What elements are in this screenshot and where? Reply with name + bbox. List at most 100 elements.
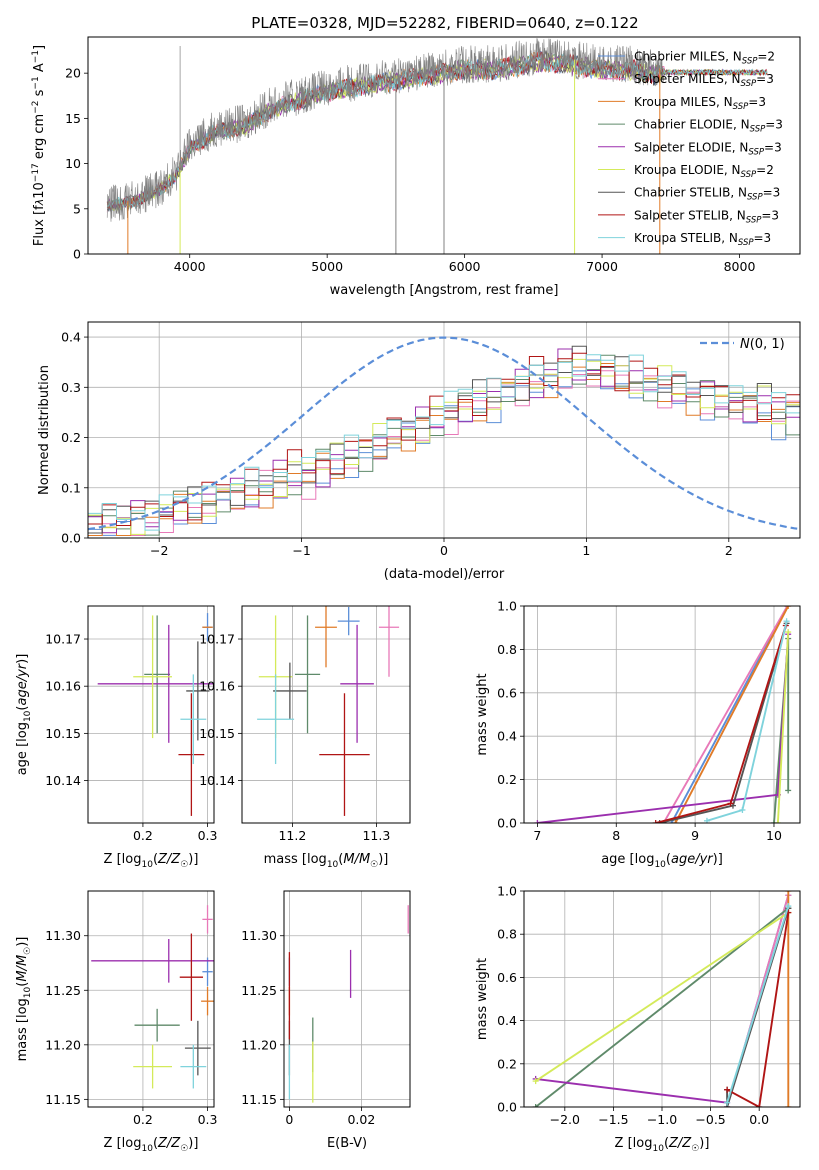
x-tick-label: −2 — [150, 543, 168, 558]
x-tick-label: 0 — [285, 1112, 293, 1127]
y-tick-label: 11.25 — [45, 983, 81, 998]
y-tick-label: 0.6 — [497, 970, 517, 985]
y-axis-label: mass weight — [475, 673, 490, 755]
label-part: 10 — [141, 1144, 153, 1154]
label-part: 10 — [141, 860, 153, 870]
legend-sub: SSP — [742, 57, 758, 67]
y-tick-label: 11.15 — [45, 1092, 81, 1107]
label-part: Z [log — [104, 1136, 142, 1151]
y-tick-label: 0.6 — [497, 685, 517, 700]
x-tick-label: 0.3 — [198, 1112, 218, 1127]
x-tick-label: 9 — [691, 828, 699, 843]
label-part: ☉ — [180, 1144, 188, 1154]
label-part: −2 — [31, 100, 41, 113]
label-part: ☉ — [370, 860, 378, 870]
plot-area — [106, 38, 768, 254]
legend-label: Salpeter MILES, NSSP=3 — [634, 72, 774, 89]
legend-text: =3 — [761, 208, 779, 222]
label-part: Z/Z — [157, 1136, 181, 1151]
y-tick-label: 5 — [73, 201, 81, 216]
legend-text: Chabrier MILES, N — [634, 50, 742, 64]
label-part: (data-model)/error — [384, 567, 505, 582]
legend-label: Chabrier STELIB, NSSP=3 — [634, 186, 780, 203]
label-part: ( — [666, 852, 671, 867]
y-tick-label: 1.0 — [497, 884, 517, 899]
x-tick-label: 0.02 — [347, 1112, 375, 1127]
label-part: ( — [15, 982, 30, 987]
y-tick-label: 11.25 — [241, 983, 277, 998]
label-part: Normed distribution — [37, 365, 52, 495]
y-axis-label: mass weight — [475, 958, 490, 1040]
x-tick-label: 0 — [440, 543, 448, 558]
label-part: M/M — [343, 852, 370, 867]
legend-label: Kroupa MILES, NSSP=3 — [634, 95, 766, 112]
label-part: )] — [188, 1136, 198, 1151]
x-axis-label: wavelength [Angstrom, rest frame] — [330, 283, 559, 298]
panel-0: 4000 5000 6000 7000 8000 0 5 10 15 20 wavelength [… — [31, 36, 801, 298]
y-tick-label: 11.20 — [45, 1037, 81, 1052]
x-tick-label: 0.3 — [198, 828, 218, 843]
legend-label: N(0, 1) — [740, 337, 785, 352]
x-tick-label: −1.0 — [647, 1112, 677, 1127]
label-part: ( — [153, 1136, 158, 1151]
label-part: E(B-V) — [327, 1136, 367, 1151]
legend-text: Chabrier STELIB, N — [634, 186, 747, 200]
x-axis-label: age [log10(age/yr)] — [601, 852, 723, 870]
legend-label: Kroupa ELODIE, NSSP=2 — [634, 163, 774, 180]
y-tick-label: 20 — [65, 66, 81, 81]
y-tick-label: 11.20 — [241, 1037, 277, 1052]
plot-area — [288, 905, 409, 1103]
y-tick-label: 10.16 — [45, 679, 81, 694]
y-tick-label: 10 — [65, 156, 81, 171]
histogram-step — [88, 354, 800, 531]
label-part: 10 — [23, 710, 33, 722]
plot-area — [88, 336, 800, 536]
x-tick-label: 4000 — [174, 259, 206, 274]
y-tick-label: 10.14 — [45, 773, 81, 788]
panel-3: 11.2 11.3 10.14 10.15 10.16 10.17 mass [log10(… — [199, 605, 411, 870]
y-tick-label: 0.8 — [497, 642, 517, 657]
x-axis-label: mass [log10(M/M☉)] — [264, 852, 389, 870]
label-part: age [log — [15, 722, 30, 775]
label-part: 10 — [654, 860, 666, 870]
weight-line — [537, 634, 790, 823]
y-tick-label: 0.0 — [497, 816, 517, 831]
x-axis-label: E(B-V) — [327, 1136, 367, 1151]
axes-frame — [87, 890, 215, 1108]
legend-text: =3 — [763, 186, 781, 200]
y-tick-label: 0.4 — [497, 1013, 517, 1028]
legend-text: Salpeter STELIB, N — [634, 208, 746, 222]
label-part: age/yr — [15, 662, 30, 705]
legend-sub: SSP — [747, 193, 763, 203]
label-part: ] — [32, 45, 47, 50]
weight-line — [776, 631, 790, 823]
x-tick-label: 11.2 — [278, 828, 306, 843]
x-tick-label: −1.5 — [598, 1112, 628, 1127]
weight-line — [674, 606, 790, 823]
panel-7: −2.0 −1.5 −1.0 −0.5 0.0 0.0 0.2 0.4 0.6 0.8 1.0 Z [… — [475, 884, 801, 1154]
label-part: Flux [f — [32, 205, 47, 246]
legend-sub: SSP — [746, 215, 762, 225]
y-tick-label: 0 — [73, 247, 81, 262]
plot-area — [91, 905, 214, 1089]
legend-text: Kroupa ELODIE, N — [634, 163, 741, 177]
weight-line — [726, 912, 790, 1107]
legend-sub: SSP — [748, 147, 764, 157]
legend-text: Kroupa MILES, N — [634, 95, 733, 109]
legend-text: N — [740, 337, 750, 352]
legend-label: Chabrier ELODIE, NSSP=3 — [634, 118, 783, 135]
legend-text: Chabrier ELODIE, N — [634, 118, 750, 132]
plot-area — [97, 613, 214, 816]
legend-text: =2 — [756, 163, 774, 177]
label-part: age [log — [601, 852, 654, 867]
figure-title: PLATE=0328, MJD=52282, FIBERID=0640, z=0… — [251, 14, 638, 32]
legend-sub: SSP — [750, 125, 766, 135]
y-tick-label: 10.16 — [199, 679, 235, 694]
x-tick-label: 7 — [533, 828, 541, 843]
y-tick-label: 0.4 — [497, 729, 517, 744]
x-tick-label: 10 — [766, 828, 782, 843]
weight-line — [670, 606, 789, 823]
legend-text: =3 — [765, 118, 783, 132]
label-part: 10 — [327, 860, 339, 870]
